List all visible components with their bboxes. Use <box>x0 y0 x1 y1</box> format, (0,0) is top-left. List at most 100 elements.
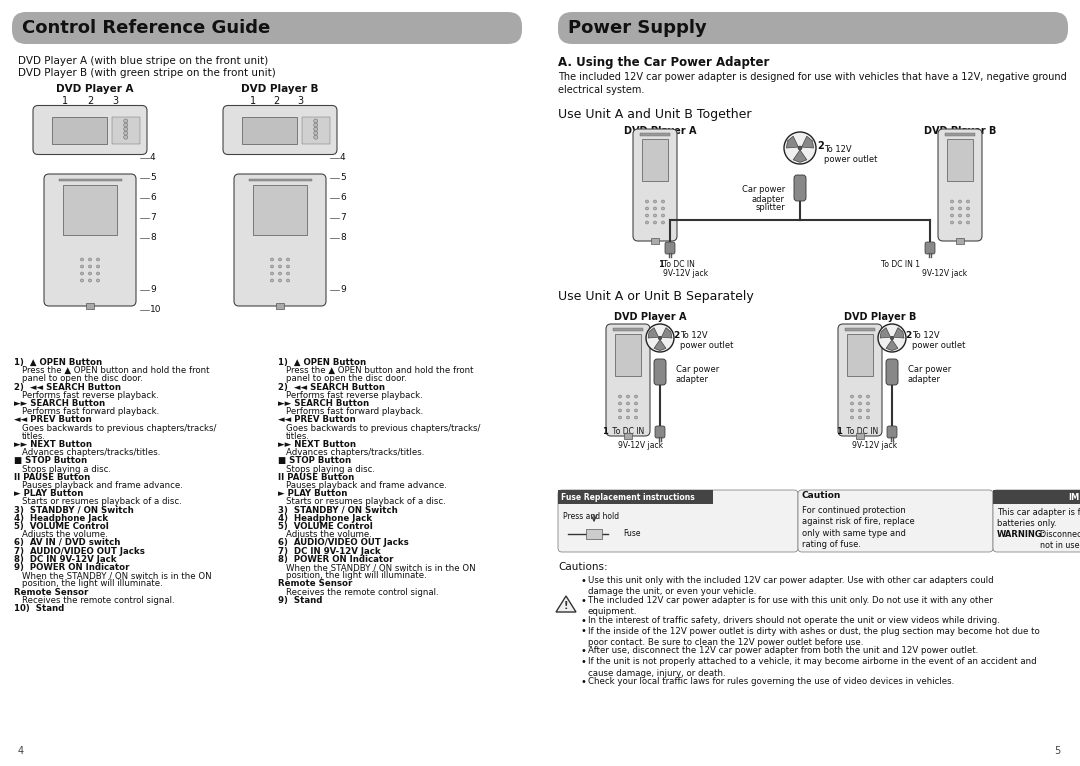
Text: •: • <box>580 627 585 637</box>
Bar <box>613 329 643 331</box>
Circle shape <box>279 265 282 268</box>
Text: Pauses playback and frame advance.: Pauses playback and frame advance. <box>286 481 447 490</box>
FancyBboxPatch shape <box>838 324 882 436</box>
FancyBboxPatch shape <box>606 324 650 436</box>
Text: 9)  Stand: 9) Stand <box>278 596 322 605</box>
Circle shape <box>89 258 92 261</box>
Bar <box>616 334 640 375</box>
Text: 2: 2 <box>273 96 279 106</box>
Text: 7: 7 <box>150 214 156 222</box>
Text: 1)  ▲ OPEN Button: 1) ▲ OPEN Button <box>14 358 103 367</box>
Bar <box>846 329 875 331</box>
Circle shape <box>950 200 954 203</box>
Text: Stops playing a disc.: Stops playing a disc. <box>22 465 111 473</box>
Circle shape <box>89 272 92 275</box>
Circle shape <box>96 279 99 282</box>
Text: Receives the remote control signal.: Receives the remote control signal. <box>22 596 175 605</box>
Text: 2: 2 <box>86 96 93 106</box>
Bar <box>586 529 602 539</box>
Circle shape <box>859 416 862 419</box>
Text: ►► NEXT Button: ►► NEXT Button <box>278 440 356 449</box>
Text: •: • <box>580 616 585 626</box>
Circle shape <box>859 402 862 405</box>
Text: 9V-12V jack: 9V-12V jack <box>618 441 663 450</box>
Text: position, the light will illuminate.: position, the light will illuminate. <box>22 579 163 588</box>
Circle shape <box>646 207 648 210</box>
Bar <box>643 139 667 181</box>
Text: To 12V: To 12V <box>912 332 940 341</box>
Text: 6)  AV IN / DVD switch: 6) AV IN / DVD switch <box>14 538 120 548</box>
Text: ◄◄ PREV Button: ◄◄ PREV Button <box>14 415 92 424</box>
Circle shape <box>81 272 83 275</box>
Text: If the inside of the 12V power outlet is dirty with ashes or dust, the plug sect: If the inside of the 12V power outlet is… <box>588 627 1040 647</box>
Text: After use, disconnect the 12V car power adapter from both the unit and 12V power: After use, disconnect the 12V car power … <box>588 647 978 656</box>
FancyBboxPatch shape <box>234 174 326 306</box>
Text: Use this unit only with the included 12V car power adapter. Use with other car a: Use this unit only with the included 12V… <box>588 576 994 597</box>
Circle shape <box>967 221 970 224</box>
Polygon shape <box>661 328 672 338</box>
Text: 5: 5 <box>340 174 346 182</box>
Bar <box>276 303 284 309</box>
Text: 4)  Headphone Jack: 4) Headphone Jack <box>278 514 373 523</box>
Circle shape <box>314 119 318 123</box>
Text: Press and hold: Press and hold <box>563 512 619 521</box>
Text: 10)  Stand: 10) Stand <box>14 604 64 613</box>
Text: 3: 3 <box>297 96 303 106</box>
Bar <box>956 238 964 244</box>
FancyBboxPatch shape <box>12 12 522 44</box>
Circle shape <box>286 272 289 275</box>
Circle shape <box>866 409 869 412</box>
Bar <box>112 116 139 143</box>
Circle shape <box>859 409 862 412</box>
Text: 6: 6 <box>150 194 156 202</box>
Text: 3: 3 <box>112 96 118 106</box>
Circle shape <box>96 272 99 275</box>
Text: To DC IN: To DC IN <box>843 427 878 437</box>
FancyBboxPatch shape <box>665 242 675 254</box>
Text: 9)  POWER ON Indicator: 9) POWER ON Indicator <box>14 563 130 572</box>
Circle shape <box>851 409 853 412</box>
Text: Caution: Caution <box>802 492 841 500</box>
Text: titles.: titles. <box>22 432 46 440</box>
Circle shape <box>798 146 802 150</box>
Text: WARNING:: WARNING: <box>997 530 1047 539</box>
Text: II PAUSE Button: II PAUSE Button <box>14 473 91 482</box>
Circle shape <box>286 265 289 268</box>
Text: When the STANDBY / ON switch is in the ON: When the STANDBY / ON switch is in the O… <box>22 571 212 580</box>
FancyBboxPatch shape <box>558 12 1068 44</box>
Circle shape <box>878 324 906 352</box>
Text: •: • <box>580 677 585 687</box>
Circle shape <box>661 214 664 217</box>
Text: Remote Sensor: Remote Sensor <box>278 579 352 588</box>
Text: Use Unit A and Unit B Together: Use Unit A and Unit B Together <box>558 108 752 121</box>
Circle shape <box>314 136 318 139</box>
Polygon shape <box>648 328 659 338</box>
Text: Fuse Replacement instructions: Fuse Replacement instructions <box>561 493 694 502</box>
Text: Fuse: Fuse <box>623 529 640 538</box>
Circle shape <box>635 402 637 405</box>
Circle shape <box>124 136 127 139</box>
Circle shape <box>270 279 273 282</box>
Text: In the interest of traffic safety, drivers should not operate the unit or view v: In the interest of traffic safety, drive… <box>588 616 1000 625</box>
Polygon shape <box>893 328 904 338</box>
Bar <box>248 179 311 182</box>
Circle shape <box>626 409 630 412</box>
Text: 4)  Headphone Jack: 4) Headphone Jack <box>14 514 108 523</box>
Text: The included 12V car power adapter is for use with this unit only. Do not use it: The included 12V car power adapter is fo… <box>588 596 993 617</box>
Circle shape <box>950 214 954 217</box>
Bar <box>945 133 974 136</box>
Text: •: • <box>580 647 585 656</box>
Text: Use Unit A or Unit B Separately: Use Unit A or Unit B Separately <box>558 290 754 303</box>
Circle shape <box>851 402 853 405</box>
Circle shape <box>653 207 657 210</box>
FancyBboxPatch shape <box>993 490 1080 552</box>
Text: 4: 4 <box>150 153 156 162</box>
Text: 8: 8 <box>340 234 346 243</box>
Text: Performs fast forward playback.: Performs fast forward playback. <box>22 408 159 416</box>
Text: power outlet: power outlet <box>680 342 733 351</box>
FancyBboxPatch shape <box>654 426 665 438</box>
Text: IMPORTANT: IMPORTANT <box>1068 493 1080 502</box>
Text: ►► SEARCH Button: ►► SEARCH Button <box>278 399 369 408</box>
Text: !: ! <box>564 601 568 611</box>
Text: 1: 1 <box>62 96 68 106</box>
